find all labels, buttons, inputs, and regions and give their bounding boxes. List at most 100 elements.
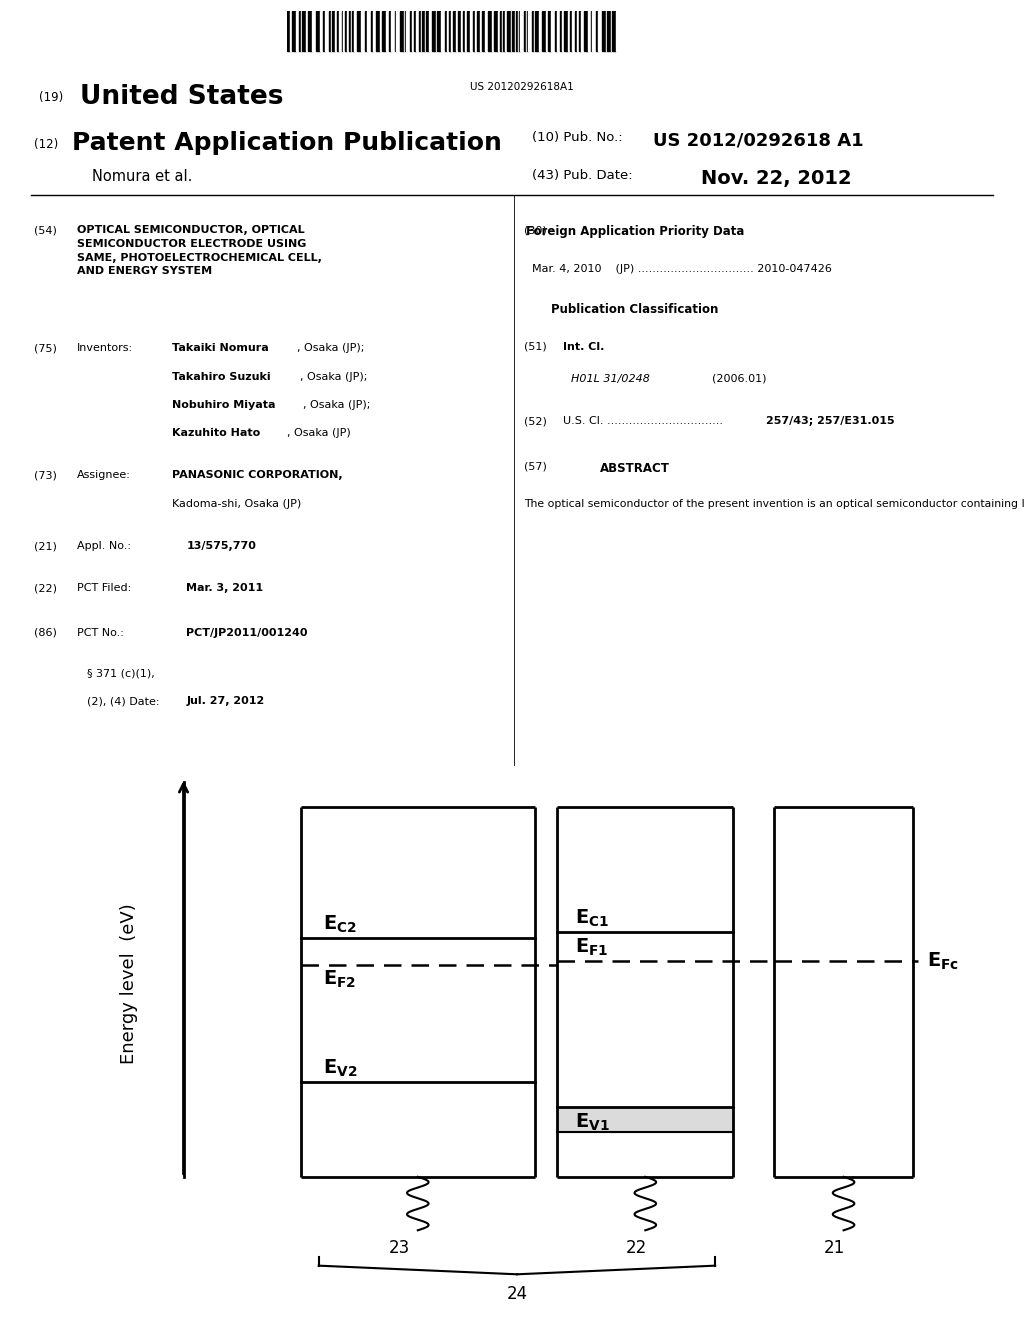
Bar bbox=[564, 11, 568, 51]
Bar bbox=[447, 11, 449, 51]
Text: OPTICAL SEMICONDUCTOR, OPTICAL
SEMICONDUCTOR ELECTRODE USING
SAME, PHOTOELECTROC: OPTICAL SEMICONDUCTOR, OPTICAL SEMICONDU… bbox=[77, 226, 322, 276]
Bar bbox=[534, 11, 535, 51]
Bar bbox=[562, 11, 564, 51]
Bar bbox=[296, 11, 299, 51]
Bar bbox=[456, 11, 458, 51]
Bar bbox=[325, 11, 329, 51]
Bar bbox=[507, 11, 511, 51]
Text: Int. Cl.: Int. Cl. bbox=[563, 342, 604, 352]
Text: Appl. No.:: Appl. No.: bbox=[77, 541, 131, 550]
Text: , Osaka (JP);: , Osaka (JP); bbox=[297, 343, 365, 354]
Bar bbox=[414, 11, 417, 51]
Text: , Osaka (JP): , Osaka (JP) bbox=[287, 428, 350, 438]
Text: (22): (22) bbox=[34, 583, 56, 594]
Bar bbox=[335, 11, 337, 51]
Text: 21: 21 bbox=[824, 1238, 845, 1257]
Bar bbox=[555, 11, 557, 51]
Bar bbox=[368, 11, 371, 51]
Text: Takahiro Suzuki: Takahiro Suzuki bbox=[172, 371, 270, 381]
Text: (57): (57) bbox=[524, 462, 547, 473]
Bar bbox=[465, 11, 467, 51]
Bar bbox=[316, 11, 319, 51]
Text: Mar. 4, 2010    (JP) ................................ 2010-047426: Mar. 4, 2010 (JP) ......................… bbox=[532, 264, 833, 275]
Bar bbox=[610, 11, 612, 51]
Bar bbox=[386, 11, 389, 51]
Bar bbox=[302, 11, 306, 51]
Bar bbox=[441, 11, 445, 51]
Bar bbox=[461, 11, 463, 51]
Bar bbox=[391, 11, 394, 51]
Text: Nomura et al.: Nomura et al. bbox=[92, 169, 193, 183]
Text: ABSTRACT: ABSTRACT bbox=[600, 462, 670, 475]
Bar bbox=[404, 11, 407, 51]
Bar bbox=[488, 11, 493, 51]
Bar bbox=[480, 11, 482, 51]
Bar bbox=[505, 11, 507, 51]
Text: Takaiki Nomura: Takaiki Nomura bbox=[172, 343, 268, 354]
Bar bbox=[425, 11, 426, 51]
Text: (86): (86) bbox=[34, 628, 56, 638]
Bar bbox=[452, 11, 454, 51]
Bar bbox=[422, 11, 425, 51]
Bar bbox=[353, 11, 357, 51]
Text: $\mathbf{E_{V1}}$: $\mathbf{E_{V1}}$ bbox=[575, 1111, 610, 1133]
Text: (10) Pub. No.:: (10) Pub. No.: bbox=[532, 132, 628, 144]
Bar bbox=[504, 11, 505, 51]
Text: PCT Filed:: PCT Filed: bbox=[77, 583, 131, 594]
Text: PANASONIC CORPORATION,: PANASONIC CORPORATION, bbox=[172, 470, 343, 480]
Text: Nobuhiro Miyata: Nobuhiro Miyata bbox=[172, 400, 275, 409]
Bar bbox=[517, 11, 519, 51]
Bar bbox=[312, 11, 316, 51]
Bar bbox=[616, 11, 618, 51]
Bar bbox=[449, 11, 452, 51]
Text: Patent Application Publication: Patent Application Publication bbox=[72, 132, 502, 156]
Bar bbox=[493, 11, 495, 51]
Bar bbox=[454, 11, 456, 51]
Bar bbox=[287, 11, 291, 51]
Text: (75): (75) bbox=[34, 343, 56, 354]
Bar bbox=[477, 11, 480, 51]
Text: $\mathbf{E_{F2}}$: $\mathbf{E_{F2}}$ bbox=[324, 969, 356, 990]
Text: Assignee:: Assignee: bbox=[77, 470, 131, 480]
Text: (51): (51) bbox=[524, 342, 547, 352]
Text: Foreign Application Priority Data: Foreign Application Priority Data bbox=[525, 226, 744, 239]
Bar bbox=[437, 11, 441, 51]
Bar bbox=[417, 11, 419, 51]
Text: (30): (30) bbox=[524, 226, 547, 235]
Bar bbox=[605, 11, 607, 51]
Text: United States: United States bbox=[80, 84, 284, 110]
Bar bbox=[349, 11, 351, 51]
Text: (2006.01): (2006.01) bbox=[712, 374, 766, 384]
Bar bbox=[528, 11, 532, 51]
Bar bbox=[511, 11, 512, 51]
Bar bbox=[475, 11, 477, 51]
Bar bbox=[407, 11, 411, 51]
Bar bbox=[463, 11, 465, 51]
Bar bbox=[403, 11, 404, 51]
Bar bbox=[546, 11, 548, 51]
Text: PCT No.:: PCT No.: bbox=[77, 628, 124, 638]
Bar bbox=[428, 11, 432, 51]
Bar bbox=[581, 11, 585, 51]
Bar bbox=[365, 11, 368, 51]
Text: $\mathbf{E_{Fc}}$: $\mathbf{E_{Fc}}$ bbox=[927, 950, 958, 972]
Bar bbox=[337, 11, 340, 51]
Bar bbox=[394, 11, 396, 51]
Bar bbox=[499, 11, 500, 51]
Bar bbox=[560, 11, 562, 51]
Text: (54): (54) bbox=[34, 226, 56, 235]
Bar bbox=[308, 11, 312, 51]
Bar bbox=[482, 11, 484, 51]
Bar bbox=[292, 11, 296, 51]
Bar bbox=[524, 11, 525, 51]
Bar bbox=[419, 11, 421, 51]
Bar bbox=[588, 11, 591, 51]
Bar bbox=[612, 11, 616, 51]
Text: 13/575,770: 13/575,770 bbox=[186, 541, 256, 550]
Bar bbox=[374, 11, 376, 51]
Bar bbox=[467, 11, 470, 51]
Bar bbox=[301, 11, 302, 51]
Text: (43) Pub. Date:: (43) Pub. Date: bbox=[532, 169, 633, 182]
Bar bbox=[345, 11, 347, 51]
Text: $\mathbf{E_{F1}}$: $\mathbf{E_{F1}}$ bbox=[575, 936, 609, 957]
